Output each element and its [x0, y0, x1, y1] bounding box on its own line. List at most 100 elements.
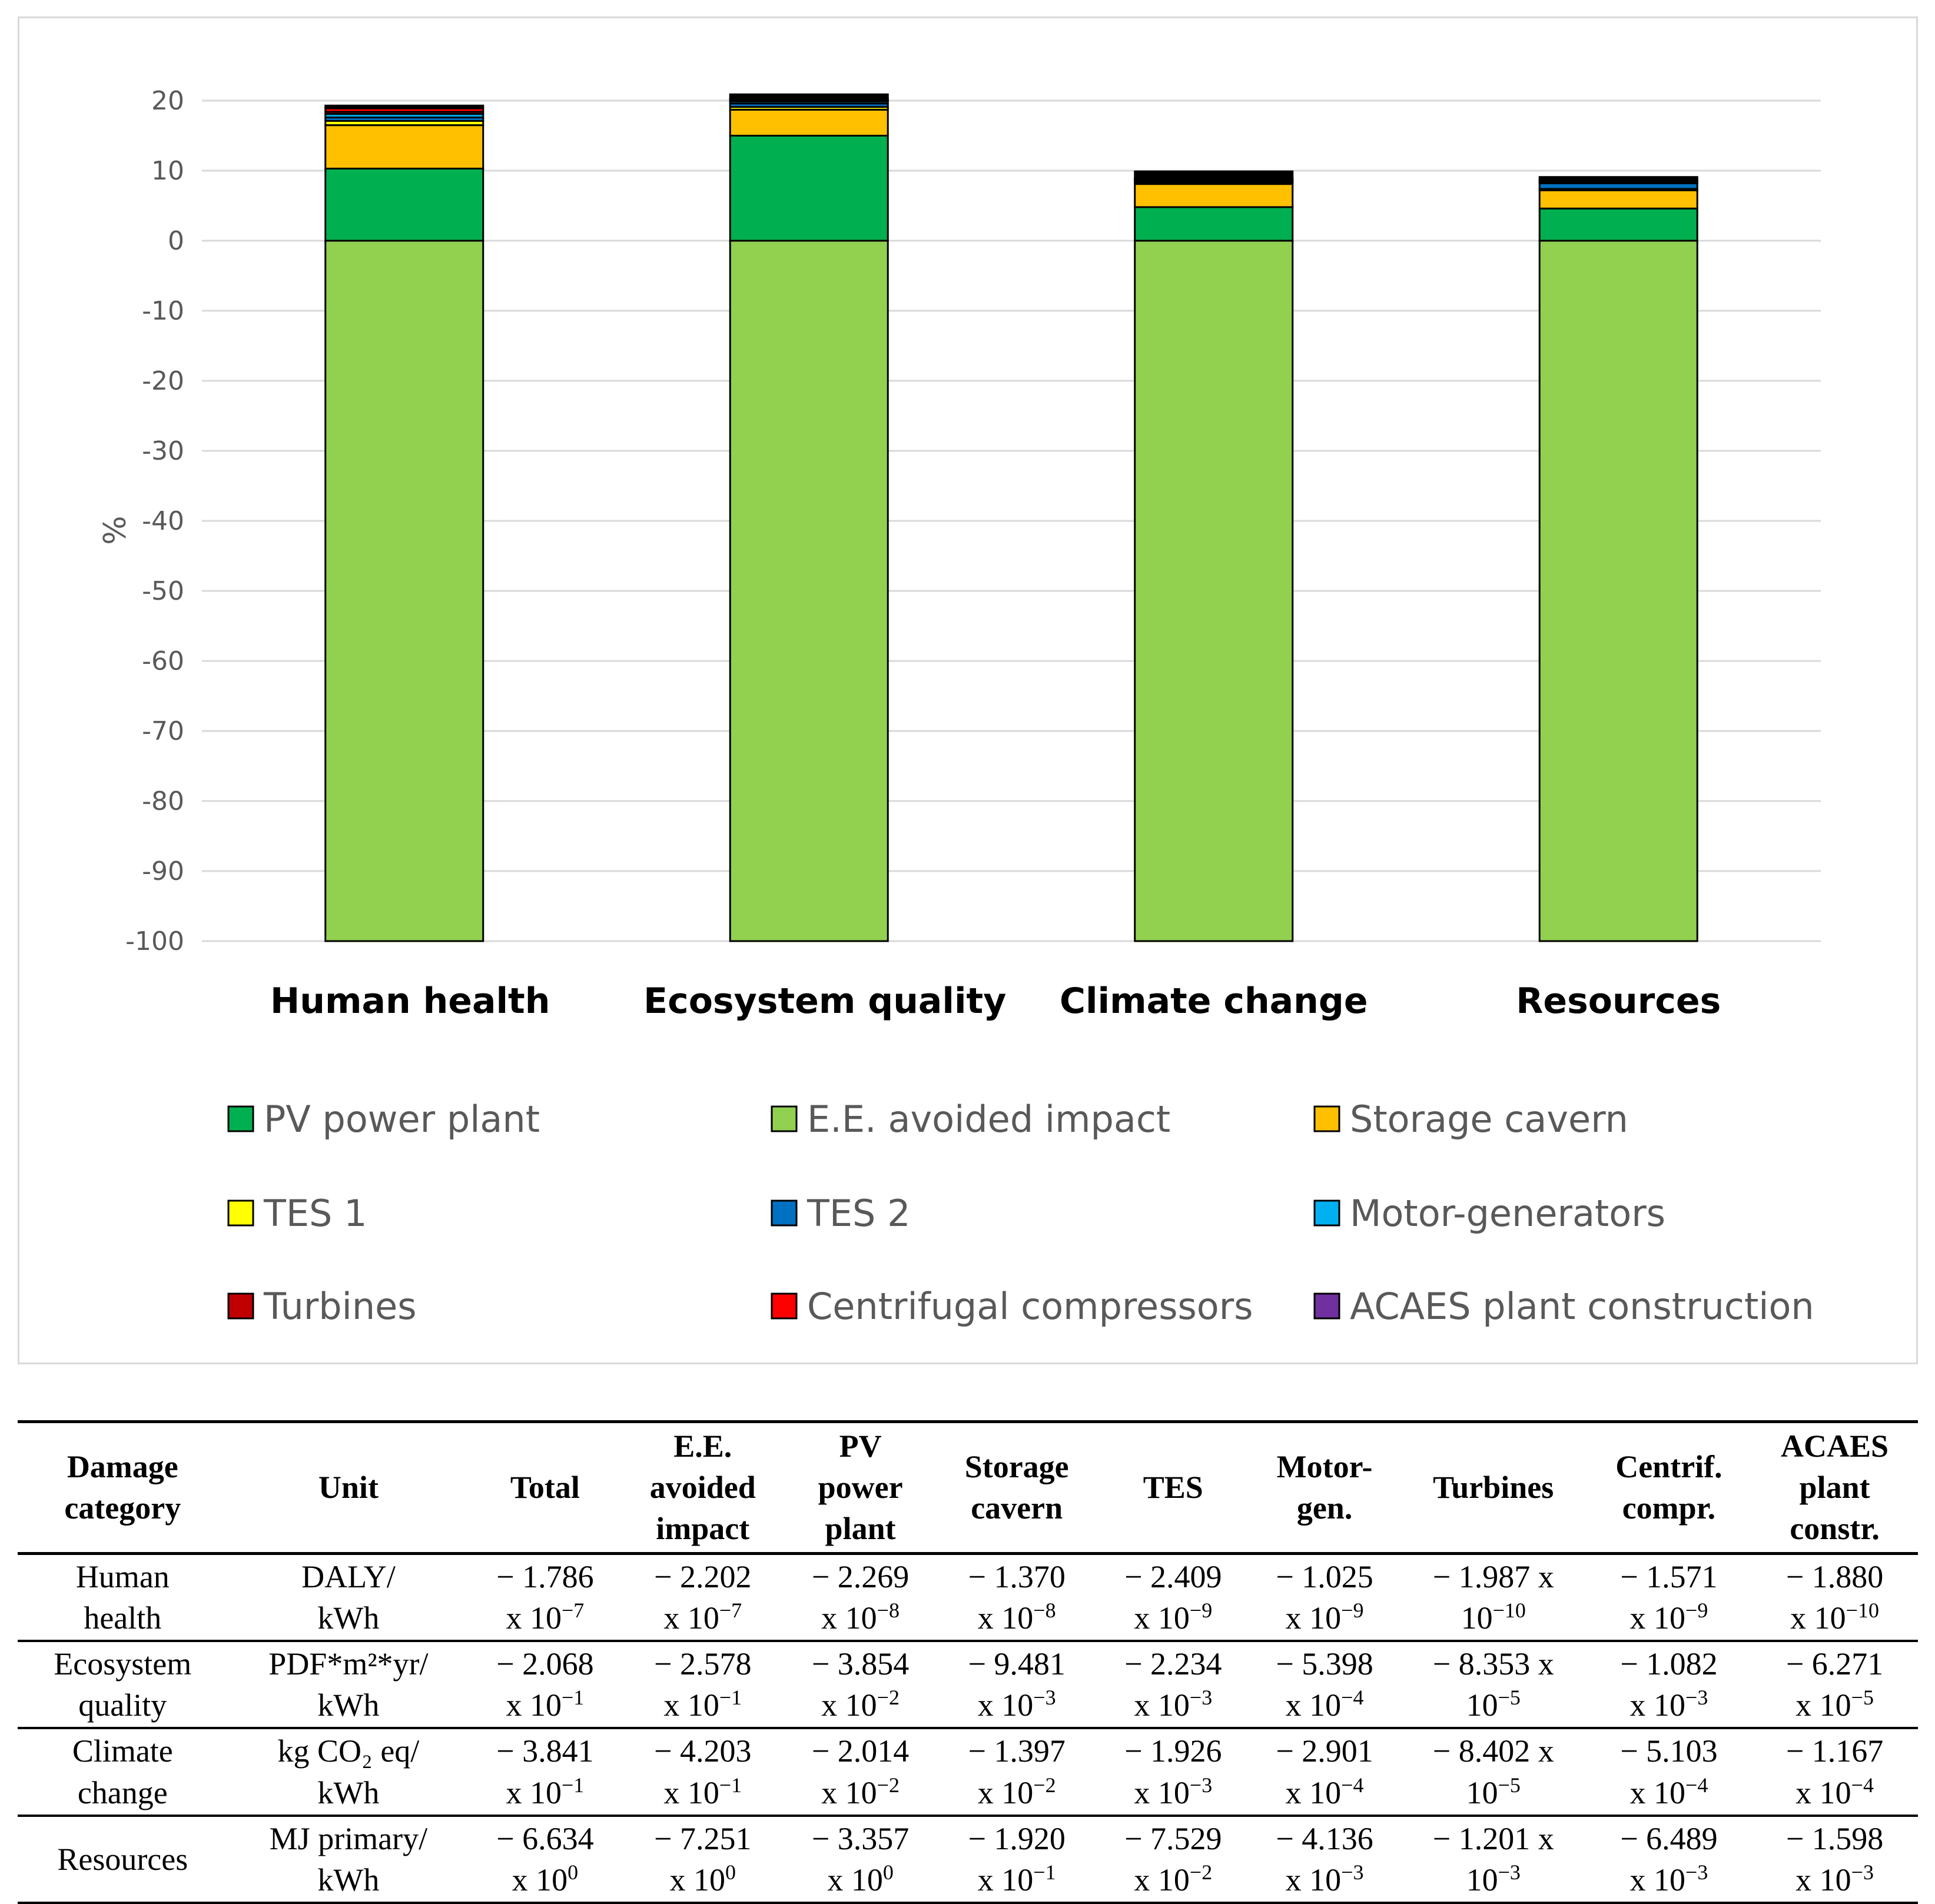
y-tick-label: 0 — [168, 226, 184, 256]
exponent-base: x 10 — [1285, 1600, 1342, 1636]
value-cell: − 2.014 x 10−2 — [784, 1728, 937, 1817]
value-cell: − 2.202 x 10−7 — [620, 1553, 785, 1642]
column-header: Turbines — [1400, 1420, 1586, 1555]
bar-segment — [1538, 176, 1698, 181]
cell-text: Motor- — [1276, 1449, 1373, 1485]
exponent-base: x 10 — [827, 1862, 883, 1898]
cell-text: kg CO₂ eq/ — [277, 1733, 420, 1769]
exponent: −2 — [877, 1773, 900, 1797]
mantissa: − 7.529 — [1124, 1820, 1222, 1856]
exponent: −4 — [1685, 1773, 1708, 1797]
y-tick-label: 10 — [151, 156, 184, 186]
exponent: −9 — [1341, 1598, 1364, 1622]
mantissa: − 6.489 — [1620, 1820, 1718, 1856]
value-cell: − 1.082 x 10−3 — [1586, 1640, 1752, 1730]
exponent-base: x 10 — [663, 1687, 719, 1723]
legend-swatch — [227, 1292, 254, 1320]
mantissa: − 2.409 — [1124, 1559, 1222, 1594]
exponent-base: x 10 — [1629, 1862, 1686, 1898]
exponent-base: x 10 — [512, 1862, 568, 1898]
column-header: Centrif. compr. — [1586, 1420, 1752, 1555]
exponent: −1 — [561, 1773, 585, 1797]
column-header: Damage category — [18, 1420, 228, 1555]
y-tick-label: -10 — [142, 296, 184, 326]
cell-text: TES — [1143, 1470, 1203, 1506]
y-axis-label: % — [98, 516, 133, 544]
cell-text: avoided — [649, 1470, 756, 1506]
x-category-label: Climate change — [1060, 981, 1368, 1022]
exponent-base: x 10 — [1134, 1862, 1190, 1898]
y-tick-label: -70 — [142, 716, 184, 746]
exponent-base: x 10 — [1629, 1687, 1686, 1723]
mantissa: − 7.251 — [653, 1820, 752, 1856]
exponent-base: x 10 — [663, 1775, 719, 1810]
unit-cell: kg CO₂ eq/kWh — [227, 1728, 470, 1817]
mantissa: − 4.203 — [653, 1733, 752, 1769]
exponent: −5 — [1498, 1686, 1521, 1710]
legend: PV power plant E.E. avoided impact Storage… — [227, 1098, 1814, 1328]
cell-text: kWh — [317, 1600, 380, 1636]
mantissa: − 6.634 — [496, 1820, 594, 1856]
exponent: −3 — [1189, 1686, 1213, 1710]
exponent-base: x 10 — [977, 1775, 1034, 1810]
value-cell: − 7.251 x 100 — [620, 1815, 785, 1904]
value-cell: − 5.103 x 10−4 — [1586, 1728, 1752, 1817]
cell-text: plant — [1799, 1470, 1870, 1506]
cell-text: constr. — [1790, 1511, 1880, 1547]
cell-text: kWh — [317, 1775, 380, 1810]
value-cell: − 6.271 x 10−5 — [1751, 1640, 1918, 1730]
exponent: −3 — [1341, 1860, 1364, 1884]
column-header: Unit — [227, 1420, 470, 1555]
bar-segment — [729, 240, 889, 942]
exponent: −3 — [1851, 1860, 1874, 1884]
exponent: −4 — [1341, 1686, 1364, 1710]
exponent-base: x 10 — [977, 1600, 1034, 1636]
cell-text: change — [77, 1775, 168, 1810]
legend-label: TES 2 — [806, 1192, 911, 1235]
exponent-base: x 10 — [1285, 1775, 1342, 1810]
legend-swatch — [771, 1105, 798, 1132]
mantissa: − 8.353 x — [1432, 1646, 1554, 1682]
bar-segment — [1134, 183, 1294, 208]
exponent: −5 — [1498, 1773, 1521, 1797]
mantissa: − 2.068 — [496, 1646, 594, 1682]
x-axis-categories: Human health Ecosystem quality Climate cha… — [270, 981, 1721, 1022]
mantissa: − 1.880 — [1785, 1559, 1884, 1594]
y-tick-label: 20 — [151, 86, 184, 116]
value-cell: − 1.987 x 10−10 — [1400, 1553, 1586, 1642]
cell-text: Resources — [57, 1841, 188, 1877]
exponent-base: x 10 — [1134, 1687, 1190, 1723]
bar-segment — [1134, 170, 1294, 180]
chart-frame: 20 10 0 -10 -20 -30 -40 -50 -60 -70 -80 -90 -100 Hum… — [18, 16, 1918, 1364]
cell-text: category — [64, 1490, 181, 1526]
exponent-base: x 10 — [1795, 1687, 1851, 1723]
mantissa: − 1.920 — [968, 1820, 1066, 1856]
value-cell: − 2.409 x 10−9 — [1097, 1553, 1249, 1642]
legend-label: Turbines — [263, 1285, 417, 1328]
cell-text: plant — [825, 1511, 896, 1547]
exponent-base: x 10 — [1134, 1775, 1190, 1810]
mantissa: − 1.926 — [1124, 1733, 1222, 1769]
exponent: −1 — [719, 1686, 742, 1710]
bars — [324, 93, 1698, 942]
cell-text: impact — [656, 1511, 750, 1547]
mantissa: − 5.398 — [1276, 1646, 1373, 1682]
cell-text: Ecosystem — [54, 1646, 192, 1682]
exponent: −4 — [1851, 1773, 1874, 1797]
table-row: Human health DALY/kWh − 1.786 x 10−7− 2.202 x… — [18, 1553, 1918, 1642]
exponent: −5 — [1851, 1686, 1874, 1710]
legend-swatch — [227, 1105, 254, 1132]
y-tick-label: -20 — [142, 366, 184, 396]
cell-text: Centrif. — [1615, 1449, 1722, 1485]
exponent: −8 — [1033, 1598, 1056, 1622]
legend-label: Centrifugal compressors — [807, 1285, 1253, 1328]
legend-swatch — [771, 1199, 798, 1227]
unit-cell: DALY/kWh — [227, 1553, 470, 1642]
exponent-base: x 10 — [1285, 1862, 1342, 1898]
cell-text: MJ primary/ — [269, 1820, 428, 1856]
exponent: −10 — [1492, 1598, 1526, 1622]
cell-text: health — [84, 1600, 162, 1636]
bar-segment — [324, 124, 484, 170]
value-cell: − 2.068 x 10−1 — [469, 1640, 621, 1730]
cell-text: Storage — [964, 1449, 1069, 1485]
